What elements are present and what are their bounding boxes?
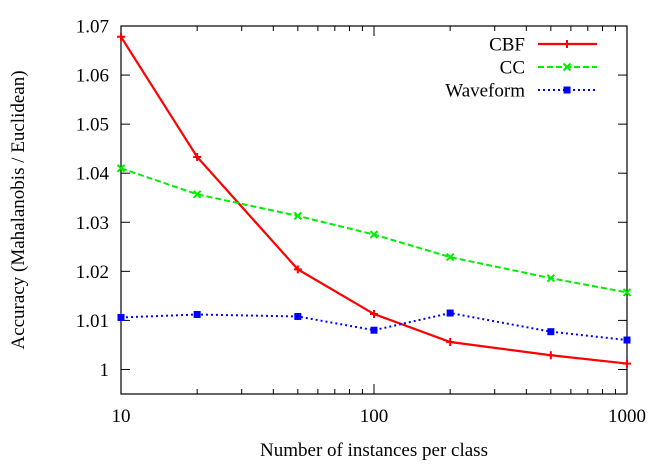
- data-point: [370, 326, 378, 334]
- y-tick-label: 1.06: [76, 66, 109, 87]
- data-point: [445, 252, 455, 262]
- series-cbf: [117, 32, 631, 368]
- legend-label: CC: [500, 58, 525, 79]
- y-tick-label: 1.07: [76, 17, 109, 38]
- data-point: [546, 273, 556, 283]
- series-cc: [116, 164, 632, 297]
- series-line-cc: [120, 167, 628, 294]
- x-tick-label: 10: [112, 406, 131, 427]
- y-axis-title: Accuracy (Mahalanobis / Euclidean): [8, 70, 29, 349]
- data-point: [193, 153, 202, 162]
- data-point: [294, 312, 302, 320]
- data-point: [546, 351, 555, 360]
- data-point: [117, 313, 125, 321]
- legend-marker: [563, 86, 571, 94]
- legend-marker: [562, 62, 572, 72]
- y-tick-label: 1.01: [76, 311, 109, 332]
- y-tick-label: 1.04: [76, 164, 110, 185]
- x-axis: 10 100 1000: [112, 26, 646, 427]
- data-point: [116, 164, 126, 173]
- legend-marker: [563, 40, 571, 48]
- y-tick-label: 1.03: [76, 213, 109, 234]
- data-point: [370, 310, 378, 319]
- data-point: [369, 230, 379, 239]
- series-layer: [116, 32, 632, 368]
- data-point: [293, 265, 302, 274]
- series-waveform: [117, 309, 631, 344]
- y-tick-label: 1.05: [76, 115, 109, 136]
- data-point: [193, 311, 201, 319]
- data-point: [446, 309, 454, 317]
- data-point: [623, 359, 631, 368]
- data-point: [117, 32, 125, 41]
- data-point: [192, 190, 202, 199]
- data-point: [622, 288, 632, 297]
- data-point: [547, 328, 555, 336]
- plot-frame: [120, 25, 628, 395]
- x-tick-label: 100: [360, 406, 389, 427]
- y-axis: 1 1.01 1.02 1.03 1.04 1.05 1.06 1.07: [76, 17, 627, 381]
- data-point: [623, 336, 631, 344]
- legend-label: Waveform: [445, 81, 525, 102]
- x-axis-title: Number of instances per class: [260, 440, 488, 461]
- y-tick-label: 1.02: [76, 262, 109, 283]
- legend-label: CBF: [489, 35, 525, 56]
- y-tick-label: 1: [100, 360, 110, 381]
- data-point: [293, 211, 303, 221]
- x-tick-label: 1000: [608, 406, 646, 427]
- data-point: [446, 337, 455, 346]
